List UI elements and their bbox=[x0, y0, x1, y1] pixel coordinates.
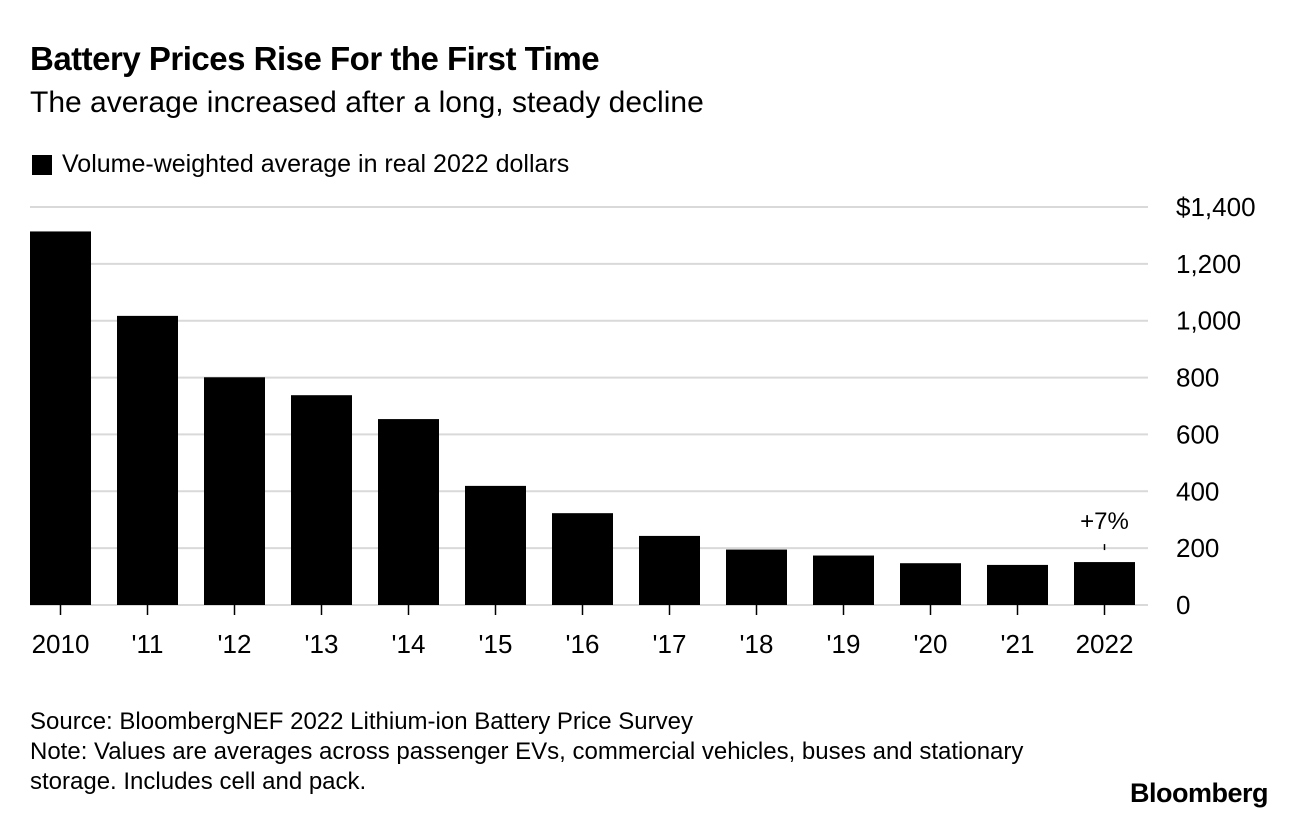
bar bbox=[204, 377, 265, 605]
bloomberg-logo: Bloomberg bbox=[1129, 778, 1269, 808]
bar-chart: 0 200 400 600 800 1,000 1,200 $1,400 2010 '11 '12 '… bbox=[30, 192, 1256, 659]
legend: Volume-weighted average in real 2022 dol… bbox=[32, 150, 569, 179]
y-tick-label: 1,000 bbox=[1176, 306, 1241, 336]
annotation-label: +7% bbox=[1080, 508, 1129, 535]
x-tick-label: '13 bbox=[305, 629, 339, 659]
bar bbox=[552, 513, 613, 605]
bars-layer bbox=[30, 231, 1135, 605]
bar bbox=[378, 419, 439, 605]
source-note: Source: BloombergNEF 2022 Lithium-ion Ba… bbox=[30, 708, 693, 735]
axis-layer bbox=[59, 605, 1106, 615]
bar bbox=[465, 485, 526, 605]
x-tick-label: '14 bbox=[392, 629, 426, 659]
x-tick-label: '12 bbox=[218, 629, 252, 659]
x-tick-label: '16 bbox=[566, 629, 600, 659]
bar bbox=[117, 315, 178, 605]
y-tick-label: $1,400 bbox=[1176, 192, 1256, 222]
bar bbox=[291, 395, 352, 605]
bar bbox=[987, 564, 1048, 605]
bar bbox=[900, 563, 961, 605]
y-tick-label: 200 bbox=[1176, 533, 1219, 563]
bar bbox=[639, 535, 700, 605]
label-layer: 0 200 400 600 800 1,000 1,200 $1,400 2010 '11 '12 '… bbox=[32, 192, 1256, 659]
x-tick-label: 2022 bbox=[1076, 629, 1134, 659]
x-tick-label: '17 bbox=[653, 629, 687, 659]
chart-subtitle: The average increased after a long, stea… bbox=[30, 86, 704, 119]
bar bbox=[726, 549, 787, 605]
bar bbox=[30, 231, 91, 605]
y-tick-label: 400 bbox=[1176, 476, 1219, 506]
y-tick-label: 800 bbox=[1176, 363, 1219, 393]
y-tick-label: 1,200 bbox=[1176, 249, 1241, 279]
x-tick-label: '21 bbox=[1001, 629, 1035, 659]
x-tick-label: '19 bbox=[827, 629, 861, 659]
x-tick-label: 2010 bbox=[32, 629, 90, 659]
x-tick-label: '15 bbox=[479, 629, 513, 659]
x-tick-label: '11 bbox=[132, 629, 164, 659]
footnote: Note: Values are averages across passeng… bbox=[30, 738, 1024, 795]
x-tick-label: '20 bbox=[914, 629, 948, 659]
y-tick-label: 0 bbox=[1176, 590, 1190, 620]
bar bbox=[1074, 562, 1135, 605]
chart-title: Battery Prices Rise For the First Time bbox=[30, 40, 600, 77]
x-tick-label: '18 bbox=[740, 629, 774, 659]
y-tick-label: 600 bbox=[1176, 419, 1219, 449]
legend-label: Volume-weighted average in real 2022 dol… bbox=[62, 150, 570, 178]
bar bbox=[813, 555, 874, 605]
legend-swatch bbox=[32, 154, 52, 175]
